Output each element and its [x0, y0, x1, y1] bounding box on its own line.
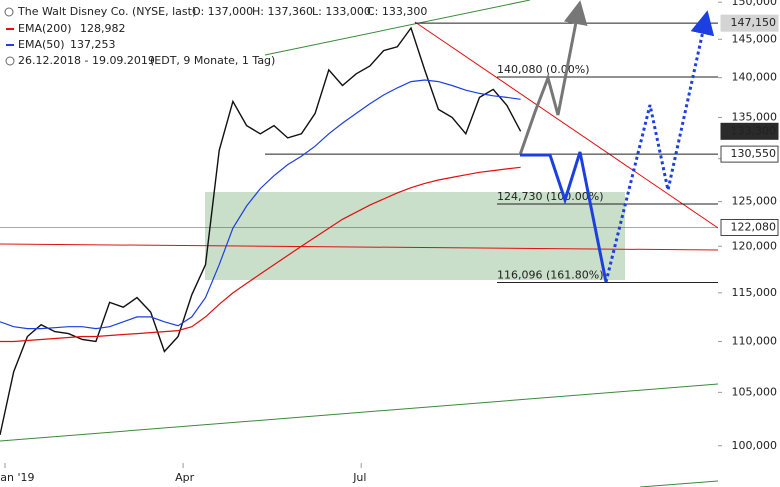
level-label: 116,096 (161.80%): [497, 268, 604, 281]
y-tick-label: 135,000: [732, 110, 778, 123]
legend-label: EMA(200): [18, 22, 72, 35]
note: (EDT, 9 Monate, 1 Tag): [150, 54, 275, 67]
y-tick-label: 125,000: [732, 195, 778, 208]
price-marker-box: [720, 145, 779, 163]
price-marker-label: 130,550: [731, 147, 777, 160]
forecast-arrow: [518, 0, 588, 156]
y-tick-label: 115,000: [732, 286, 778, 299]
price-marker-label: 122,080: [731, 220, 777, 233]
header: The Walt Disney Co. (NYSE, last) O: 137,…: [4, 5, 427, 67]
trend-line: [639, 480, 718, 487]
forecast-path: [520, 151, 608, 283]
target-zone: [205, 192, 625, 280]
trend-line: [414, 21, 718, 229]
forecast-arrow: [604, 10, 715, 283]
ohlc: L: 133,000: [312, 5, 371, 18]
ema-line: [0, 79, 521, 330]
x-tick-label: Jan '19: [0, 471, 34, 484]
legend-label: EMA(50): [18, 38, 65, 51]
x-tick-label: Apr: [175, 471, 195, 484]
y-tick-label: 105,000: [732, 385, 778, 398]
ohlc: H: 137,360: [252, 5, 313, 18]
level-label: 124,730 (100.00%): [497, 190, 604, 203]
y-tick-label: 110,000: [732, 334, 778, 347]
y-tick-label: 145,000: [732, 32, 778, 45]
subtitle: 26.12.2018 - 19.09.2019: [18, 54, 155, 67]
level-label: 140,080 (0.00%): [497, 63, 590, 76]
y-tick-label: 120,000: [732, 239, 778, 252]
trend-line: [264, 0, 531, 56]
y-tick-label: 150,000: [732, 0, 778, 8]
legend-value: 128,982: [80, 22, 126, 35]
price-marker-label: 133,300: [731, 124, 777, 137]
price-marker-box: [720, 122, 779, 140]
chart-title: The Walt Disney Co. (NYSE, last): [17, 5, 196, 18]
x-tick-label: Jul: [352, 471, 366, 484]
y-tick-label: 100,000: [732, 439, 778, 452]
ohlc: C: 133,300: [367, 5, 427, 18]
y-tick-label: 140,000: [732, 71, 778, 84]
legend-value: 137,253: [70, 38, 116, 51]
price-marker-label: 147,150: [731, 16, 777, 29]
ema-line: [0, 166, 521, 343]
ohlc: O: 137,000: [192, 5, 253, 18]
icon: [4, 7, 14, 17]
plot-area: 140,080 (0.00%) 124,730 (100.00%) 116,096 …: [0, 0, 718, 487]
trend-line: [0, 383, 718, 442]
price-marker-box: [720, 218, 779, 236]
price-line: [0, 26, 522, 436]
price-marker-box: [720, 14, 779, 32]
icon: [5, 56, 15, 66]
